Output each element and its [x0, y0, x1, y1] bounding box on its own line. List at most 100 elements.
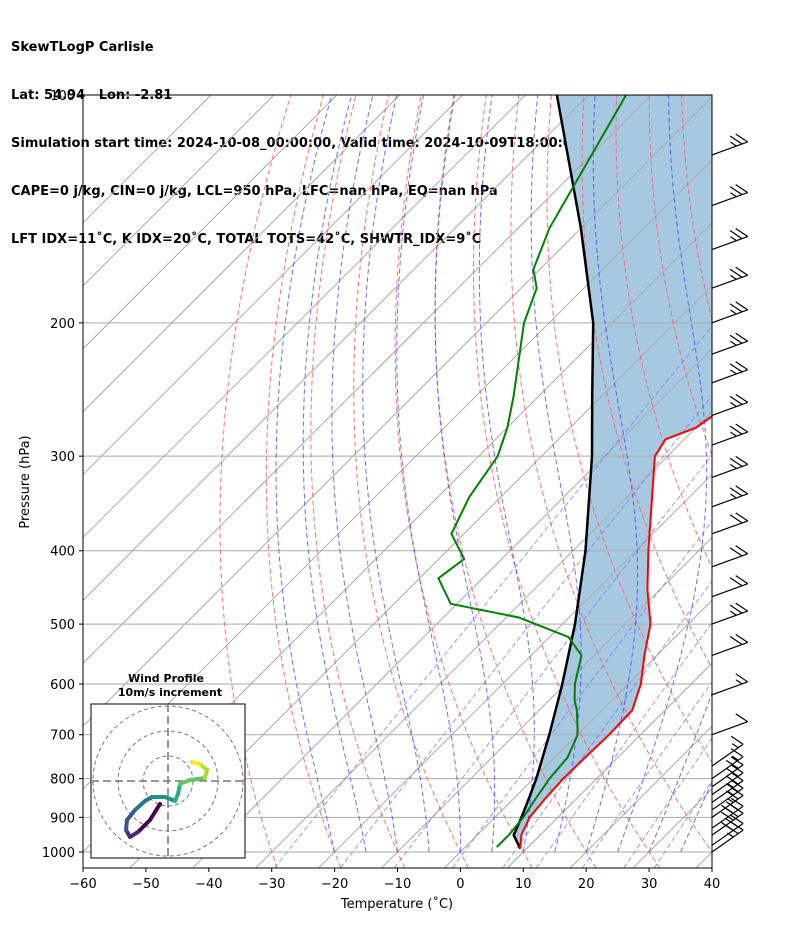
moist-adiabat: [585, 95, 639, 853]
cin-shading: [513, 95, 712, 849]
barb-half-flag: [731, 743, 739, 749]
wind-barb: [711, 713, 749, 736]
barb-half-flag: [730, 340, 737, 346]
barb-flag: [729, 303, 743, 313]
barb-flag: [729, 135, 743, 145]
barb-staff: [711, 431, 748, 446]
barb-flag: [730, 764, 744, 774]
barb-flag: [735, 301, 749, 311]
barb-flag: [725, 759, 739, 769]
header-station: SkewTLogP Carlisle: [11, 40, 154, 55]
barb-flag: [725, 790, 739, 800]
barb-flag: [735, 332, 749, 342]
wind-barb: [711, 748, 744, 780]
wind-barb: [711, 133, 749, 156]
barb-flag: [729, 363, 743, 373]
temperature-line: [519, 414, 712, 849]
dry-adiabat: [219, 95, 292, 868]
moist-adiabat: [331, 95, 398, 853]
barb-flag: [729, 577, 743, 587]
barb-flag: [729, 635, 743, 645]
barb-half-flag: [726, 832, 734, 838]
isotherm-line: [83, 95, 526, 539]
header-cape: CAPE=0 j/kg, CIN=0 j/kg, LCL=950 hPa, LF…: [11, 184, 498, 199]
barb-half-flag: [730, 463, 737, 469]
isotherm-line: [569, 725, 712, 868]
barb-flag: [735, 423, 749, 433]
barb-flag: [730, 804, 744, 814]
barb-flag: [735, 673, 749, 683]
barb-flag: [729, 457, 743, 467]
y-tick-label: 200: [50, 317, 75, 332]
barb-flag: [730, 748, 744, 758]
barb-half-flag: [730, 401, 737, 407]
barb-staff: [711, 192, 748, 207]
barb-half-flag: [730, 309, 737, 315]
barb-flag: [735, 455, 749, 465]
wind-barb: [711, 266, 749, 289]
barb-flag: [735, 361, 749, 371]
barb-flag: [730, 779, 744, 789]
wind-barb: [711, 545, 749, 568]
dry-adiabat: [472, 95, 661, 868]
barb-flag: [735, 575, 749, 585]
barb-half-flag: [730, 141, 737, 147]
barb-half-flag: [730, 274, 737, 280]
hodograph-segment: [133, 799, 147, 812]
wind-barb: [711, 575, 749, 598]
barb-flag: [735, 393, 749, 403]
y-tick-label: 500: [50, 618, 75, 633]
barb-staff: [711, 235, 748, 251]
y-tick-label: 700: [50, 729, 75, 744]
barb-flag: [735, 633, 749, 643]
barb-flag: [729, 514, 743, 524]
barb-staff: [711, 493, 748, 508]
x-tick-label: −20: [321, 877, 348, 892]
barb-staff: [711, 141, 748, 156]
barb-half-flag: [730, 236, 737, 242]
barb-flag: [730, 772, 744, 782]
mixing-ratio-line: [581, 681, 712, 868]
dewpoint-line: [437, 95, 627, 848]
barb-half-flag: [731, 755, 739, 761]
inset-subtitle: 10m/s increment: [118, 686, 222, 699]
barb-flag: [735, 184, 749, 194]
x-tick-label: −10: [384, 877, 411, 892]
wind-barb: [711, 804, 744, 836]
x-tick-label: −60: [69, 877, 96, 892]
barb-flag: [735, 602, 749, 612]
wind-barb: [711, 228, 749, 251]
barb-flag: [730, 787, 744, 797]
barb-flag: [735, 228, 749, 238]
barb-flag: [735, 266, 749, 276]
moist-adiabat: [275, 95, 336, 853]
x-tick-label: 20: [578, 877, 595, 892]
x-tick-label: 40: [704, 877, 721, 892]
barb-staff: [711, 340, 748, 355]
barb-staff: [711, 369, 748, 384]
x-axis-label: Temperature (˚C): [340, 896, 453, 912]
y-tick-label: 400: [50, 545, 75, 560]
barb-flag: [730, 756, 744, 766]
dry-adiabat: [747, 95, 794, 868]
header-indices: LFT IDX=11˚C, K IDX=20˚C, TOTAL TOTS=42˚…: [11, 232, 482, 247]
barb-flag: [729, 268, 743, 278]
barb-flag: [729, 230, 743, 240]
wind-profile-inset: Wind Profile 10m/s increment: [90, 672, 246, 859]
wind-barb: [711, 756, 744, 788]
mixing-ratio-line: [339, 394, 712, 868]
barb-half-flag: [730, 369, 737, 375]
x-tick-label: 0: [456, 877, 464, 892]
mixing-ratio-line: [535, 621, 712, 868]
barb-staff: [711, 641, 748, 656]
mixing-ratio-line: [502, 580, 712, 868]
parcel-profile-line: [512, 95, 595, 850]
isotherm-line: [83, 95, 401, 413]
isotherm-line: [83, 95, 589, 602]
moist-adiabat: [434, 95, 496, 852]
barb-flag: [730, 797, 744, 807]
dry-adiabat: [714, 95, 794, 868]
hodograph-segment: [188, 776, 207, 782]
wind-barb: [711, 423, 749, 446]
